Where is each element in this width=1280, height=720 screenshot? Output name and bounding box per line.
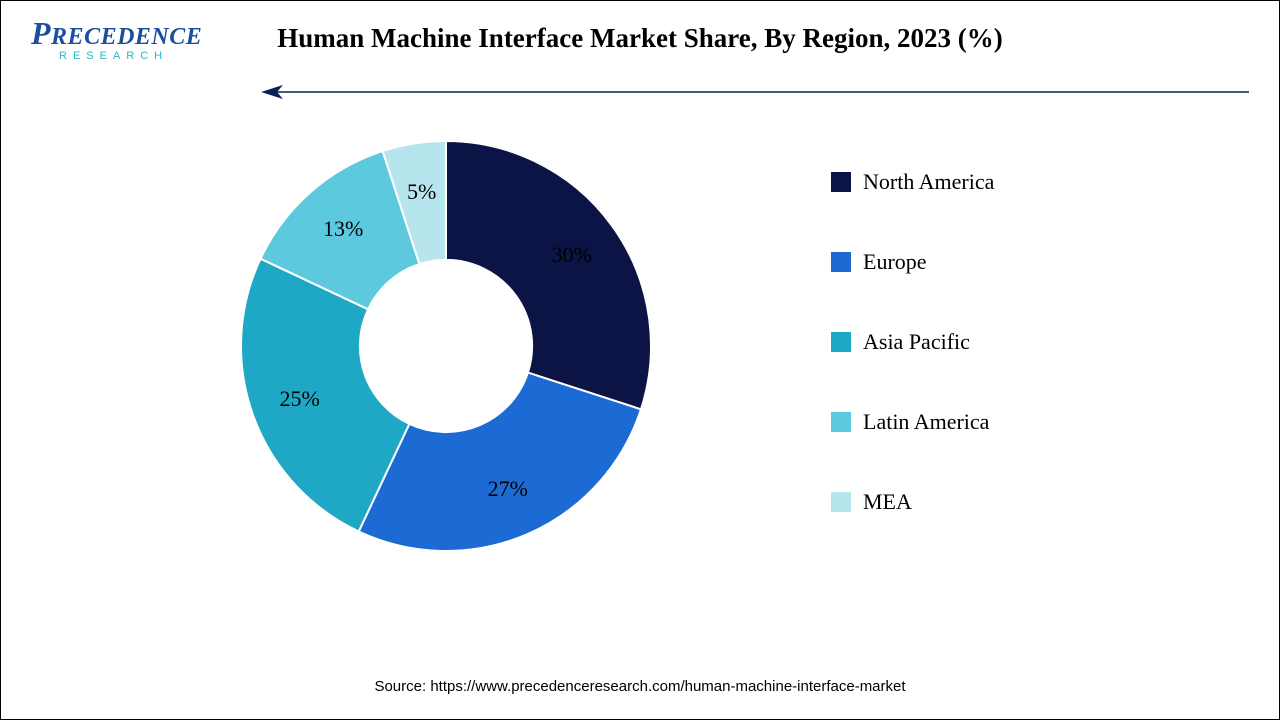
- legend-label: Asia Pacific: [863, 329, 970, 355]
- legend-swatch: [831, 172, 851, 192]
- slice-pct-label: 27%: [488, 476, 528, 502]
- legend-swatch: [831, 412, 851, 432]
- legend-item: North America: [831, 169, 1131, 195]
- title-underline-arrow: [261, 91, 1249, 93]
- legend-item: Europe: [831, 249, 1131, 275]
- legend: North America Europe Asia Pacific Latin Ame…: [831, 169, 1131, 569]
- slice-pct-label: 13%: [323, 216, 363, 242]
- legend-label: MEA: [863, 489, 912, 515]
- slice-pct-label: 25%: [279, 386, 319, 412]
- slice-pct-label: 30%: [552, 242, 592, 268]
- chart-title: Human Machine Interface Market Share, By…: [1, 23, 1279, 54]
- arrow-icon: [261, 82, 1249, 102]
- legend-swatch: [831, 332, 851, 352]
- donut-svg: [231, 131, 661, 561]
- donut-slice: [359, 373, 641, 551]
- legend-label: North America: [863, 169, 994, 195]
- slice-pct-label: 5%: [407, 179, 436, 205]
- legend-item: MEA: [831, 489, 1131, 515]
- donut-chart: 30% 27% 25% 13% 5%: [231, 131, 661, 561]
- donut-slice: [446, 141, 651, 409]
- legend-item: Latin America: [831, 409, 1131, 435]
- source-text: Source: https://www.precedenceresearch.c…: [1, 678, 1279, 695]
- legend-swatch: [831, 252, 851, 272]
- legend-label: Latin America: [863, 409, 989, 435]
- legend-item: Asia Pacific: [831, 329, 1131, 355]
- legend-swatch: [831, 492, 851, 512]
- source-url: https://www.precedenceresearch.com/human…: [430, 678, 905, 695]
- legend-label: Europe: [863, 249, 927, 275]
- source-prefix: Source:: [374, 678, 430, 695]
